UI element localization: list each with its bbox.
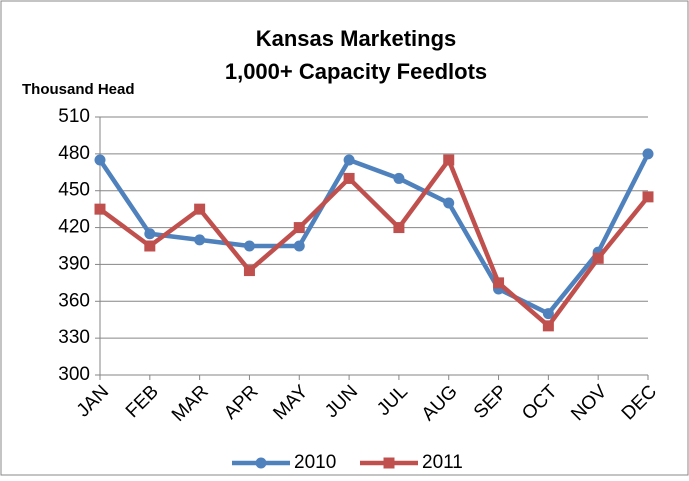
chart-title: 1,000+ Capacity Feedlots bbox=[225, 59, 487, 84]
y-tick-label: 420 bbox=[58, 217, 90, 238]
y-tick-label: 300 bbox=[58, 364, 90, 385]
data-point bbox=[393, 222, 405, 234]
data-point bbox=[144, 228, 156, 240]
data-point bbox=[293, 222, 305, 234]
data-point bbox=[293, 240, 305, 252]
series-line bbox=[98, 152, 651, 316]
data-point bbox=[343, 154, 355, 166]
data-point bbox=[642, 148, 654, 160]
data-point bbox=[642, 191, 654, 203]
data-point bbox=[94, 203, 106, 215]
legend-marker bbox=[383, 457, 395, 469]
data-point bbox=[194, 203, 206, 215]
data-point bbox=[393, 172, 405, 184]
data-point bbox=[343, 172, 355, 184]
data-point bbox=[443, 154, 455, 166]
chart-title: Kansas Marketings bbox=[256, 26, 457, 51]
data-point bbox=[243, 265, 255, 277]
y-tick-label: 390 bbox=[58, 253, 90, 274]
y-axis-label: Thousand Head bbox=[22, 81, 135, 98]
data-point bbox=[592, 252, 604, 264]
legend-label: 2010 bbox=[294, 452, 336, 473]
data-point bbox=[243, 240, 255, 252]
data-point bbox=[542, 308, 554, 320]
data-point bbox=[493, 277, 505, 289]
legend-marker bbox=[255, 457, 267, 469]
y-tick-label: 330 bbox=[58, 327, 90, 348]
data-point bbox=[94, 154, 106, 166]
data-point bbox=[194, 234, 206, 246]
data-point bbox=[542, 320, 554, 332]
series-line bbox=[98, 157, 650, 329]
data-point bbox=[443, 197, 455, 209]
y-tick-label: 450 bbox=[58, 180, 90, 201]
legend-label: 2011 bbox=[422, 452, 463, 473]
y-tick-label: 510 bbox=[58, 106, 90, 127]
data-point bbox=[144, 240, 156, 252]
y-tick-label: 480 bbox=[58, 143, 90, 164]
y-tick-label: 360 bbox=[58, 290, 90, 311]
